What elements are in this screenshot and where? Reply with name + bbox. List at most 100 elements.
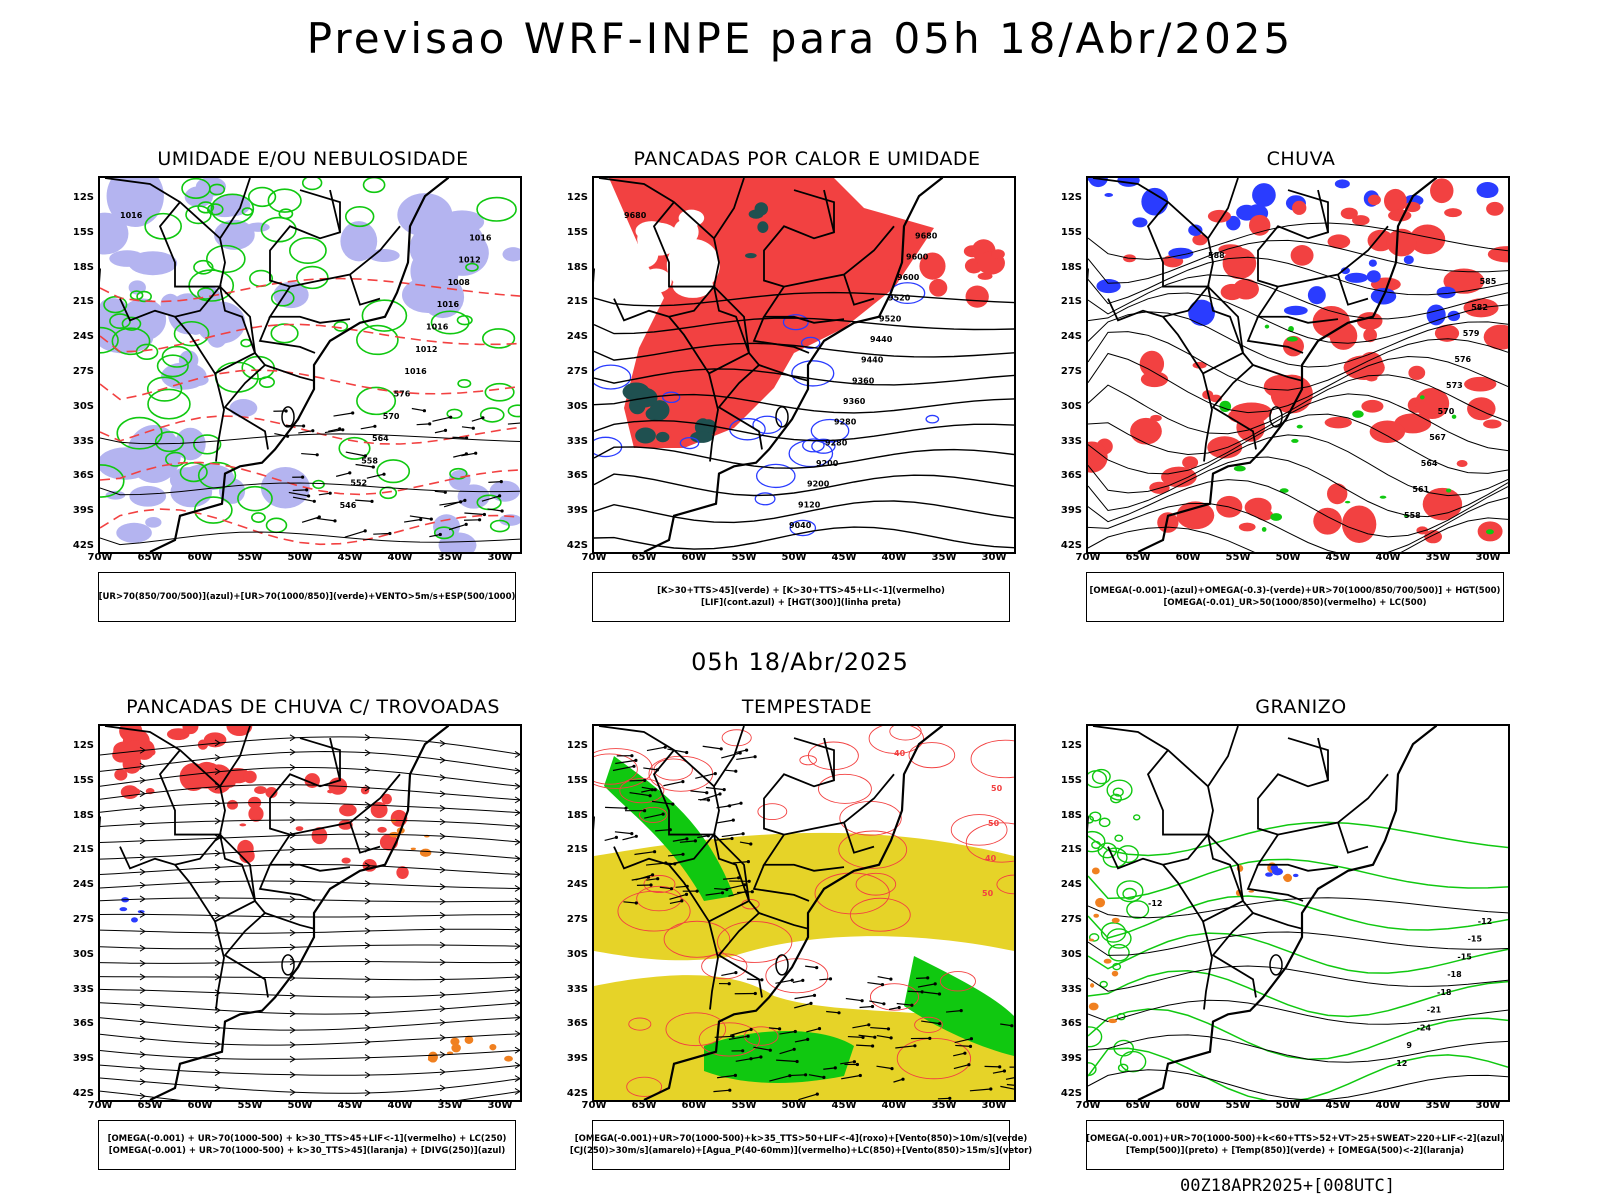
temp-label: 9 [1406, 1041, 1412, 1050]
wind-vector [471, 426, 475, 430]
lifted-index-contour [662, 391, 681, 404]
wind-vector-850 [746, 860, 750, 864]
temp-label: -15 [1457, 952, 1472, 961]
wind-vector-850 [920, 990, 924, 994]
map-frame: 1016 1016 1012 1008 1016 1016 1012 1016 576 570 56… [98, 176, 522, 554]
humidity-850-500-area [207, 325, 228, 348]
hgt-500-contour [1088, 517, 1508, 552]
country-state-border [763, 189, 895, 288]
latitude-tick-label: 33S [566, 983, 588, 995]
omega-500-orange [1111, 917, 1120, 924]
wind-vector-850 [788, 1074, 806, 1077]
streamline-arrow [289, 1088, 296, 1096]
wind-vector-850 [889, 1036, 893, 1040]
hgt-label: 9360 [852, 376, 875, 385]
streamline-arrow [214, 1040, 221, 1048]
omega-blue [1096, 279, 1121, 294]
streamline-arrow [514, 1030, 520, 1038]
streamline-arrow [214, 945, 221, 953]
lagoa-dos-patos [1269, 406, 1283, 428]
wind-vector-850 [948, 1096, 952, 1100]
legend-box: [K>30+TTS>45](verde) + [K>30+TTS>45+LI<-… [592, 572, 1010, 622]
longitude-tick-label: 65W [1125, 552, 1151, 563]
hail-area-blue [1270, 864, 1279, 872]
legend-box: [OMEGA(-0.001)-(azul)+OMEGA(-0.3)-(verde… [1086, 572, 1504, 622]
latitude-tick-label: 18S [566, 809, 588, 821]
longitude-tick-label: 35W [931, 1100, 957, 1111]
streamline-arrow [289, 992, 296, 1000]
longitude-tick-label: 35W [437, 552, 463, 563]
hgt-300-contour [594, 368, 1014, 386]
wind-vector-850 [907, 990, 923, 993]
streamline-arrow [289, 764, 296, 771]
wind-vector-850 [753, 755, 757, 759]
wind-vector-850 [731, 1034, 735, 1038]
omega-blue [1252, 183, 1276, 207]
humidity-850-500-area [180, 463, 234, 491]
streamline-arrow [514, 751, 520, 758]
wind-vector-850 [855, 1062, 859, 1067]
omega-green [1352, 410, 1364, 418]
humidity-1000-850-contour [295, 265, 329, 290]
streamline-arrow [214, 1024, 221, 1032]
wind-vector-850 [653, 788, 657, 792]
humidity-850-500-area [499, 514, 520, 526]
temp-850-contour [1110, 793, 1122, 804]
instability-area-red [991, 249, 1005, 259]
humidity-1000-850-contour [247, 186, 277, 208]
latitude-tick-label: 33S [72, 435, 94, 447]
latitude-tick-label: 21S [566, 296, 588, 308]
country-state-border [1092, 178, 1257, 450]
wind-vector-850 [795, 1059, 799, 1064]
streamline-250 [100, 976, 520, 981]
streamline-arrow [439, 991, 446, 999]
omega-500-orange [1090, 983, 1095, 988]
country-state-border [264, 364, 315, 382]
wind-vector-850 [992, 1070, 1005, 1074]
storm-area-red [341, 857, 351, 864]
humidity-1000-850-contour [289, 237, 327, 264]
temp-850-contour [1088, 830, 1106, 853]
streamline-250 [100, 767, 520, 787]
humidity-1000-850-contour [147, 388, 191, 420]
hgt-300-contour [594, 419, 1014, 442]
thickness-contour [100, 323, 520, 353]
humidity-1000-850-contour [484, 382, 515, 402]
humidity-1000-850-contour [482, 328, 516, 349]
wind-vector-850 [641, 789, 653, 793]
storm-area-orange [428, 1051, 438, 1063]
streamline-arrow [439, 941, 446, 949]
storm-area-orange [504, 1055, 513, 1062]
lagoa-dos-patos [281, 406, 295, 428]
contour-label: 1012 [458, 256, 480, 265]
omega-humidity-red [1408, 365, 1426, 380]
wind-vector-850 [643, 767, 658, 771]
latitude-tick-label: 30S [566, 400, 588, 412]
lifted-index-contour [802, 438, 825, 453]
wind-vector [500, 509, 504, 513]
legend-line: [OMEGA(-0.001) + UR>70(1000-500) + k>30_… [107, 1134, 507, 1144]
instability-area-green [635, 427, 656, 444]
hgt-label: 9200 [816, 459, 839, 468]
hgt-500-contour [1088, 352, 1508, 414]
wind-vector-850 [685, 837, 689, 841]
humidity-850-500-area [214, 219, 255, 250]
latitude-tick-label: 42S [1060, 1088, 1082, 1099]
wind-vector-850 [792, 979, 803, 984]
humidity-1000-850-contour [338, 436, 371, 460]
omega-humidity-red [1327, 483, 1348, 505]
omega-humidity-red [1409, 224, 1446, 255]
humidity-1000-850-contour [237, 485, 273, 512]
temp-500-contour [1088, 999, 1508, 1025]
wind-vector-850 [623, 901, 637, 904]
wind-vector-850 [953, 1064, 970, 1070]
wind-vector-850 [841, 1074, 861, 1080]
wind-vector-850 [860, 999, 864, 1003]
latitude-tick-label: 12S [1060, 740, 1082, 751]
country-state-border [613, 201, 716, 322]
streamline-arrow [139, 1051, 146, 1059]
longitude-tick-label: 55W [731, 552, 757, 563]
temp-850-contour [1088, 1026, 1103, 1048]
wind-vector [345, 451, 366, 457]
wind-vector-850 [882, 1002, 886, 1006]
